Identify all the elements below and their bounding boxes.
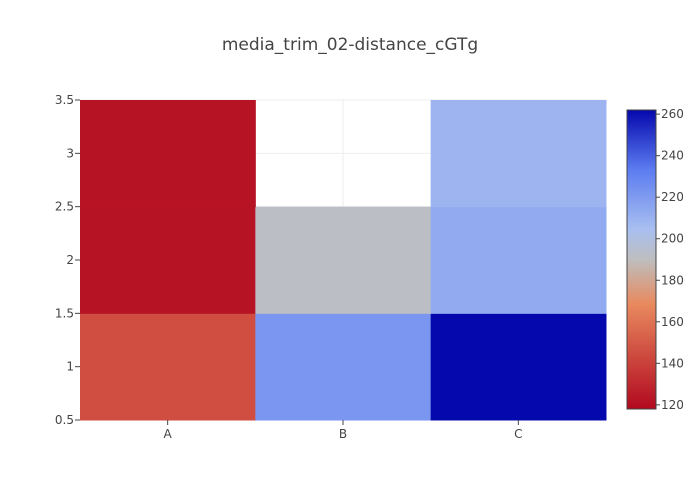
y-axis-ticks: 0.5 1 1.5 2 2.5 3 3.5 bbox=[55, 93, 80, 427]
x-axis-ticks: A B C bbox=[164, 420, 523, 441]
colorbar-gradient bbox=[626, 109, 657, 410]
y-tick-label: 1.5 bbox=[55, 306, 74, 320]
colorbar-tick-label: 220 bbox=[661, 190, 684, 204]
colorbar-tick-label: 180 bbox=[661, 273, 684, 287]
heatmap-cell[interactable] bbox=[255, 313, 432, 421]
colorbar-tick-label: 160 bbox=[661, 315, 684, 329]
x-tick-label: C bbox=[514, 427, 522, 441]
y-tick-label: 2 bbox=[66, 253, 74, 267]
chart-title: media_trim_02-distance_cGTg bbox=[222, 35, 478, 55]
y-tick-label: 3.5 bbox=[55, 93, 74, 107]
colorbar-tick-label: 140 bbox=[661, 356, 684, 370]
colorbar-tick-label: 240 bbox=[661, 149, 684, 163]
heatmap-cell[interactable] bbox=[255, 206, 432, 314]
heatmap-cell[interactable] bbox=[430, 313, 607, 421]
heatmap-cell[interactable] bbox=[80, 206, 256, 314]
x-tick-label: B bbox=[339, 427, 347, 441]
y-tick-label: 2.5 bbox=[55, 200, 74, 214]
colorbar-tick-label: 260 bbox=[661, 107, 684, 121]
x-tick-label: A bbox=[164, 427, 173, 441]
y-tick-label: 0.5 bbox=[55, 413, 74, 427]
colorbar: 120 140 160 180 200 220 240 260 bbox=[626, 107, 684, 412]
colorbar-tick-label: 200 bbox=[661, 232, 684, 246]
heatmap-cell[interactable] bbox=[430, 100, 607, 208]
heatmap-cell[interactable] bbox=[80, 313, 256, 421]
y-tick-label: 1 bbox=[66, 360, 74, 374]
heatmap-cell[interactable] bbox=[80, 100, 256, 208]
heatmap-cell[interactable] bbox=[430, 206, 607, 314]
colorbar-tick-label: 120 bbox=[661, 398, 684, 412]
heatmap-cells bbox=[80, 100, 607, 421]
y-tick-label: 3 bbox=[66, 146, 74, 160]
